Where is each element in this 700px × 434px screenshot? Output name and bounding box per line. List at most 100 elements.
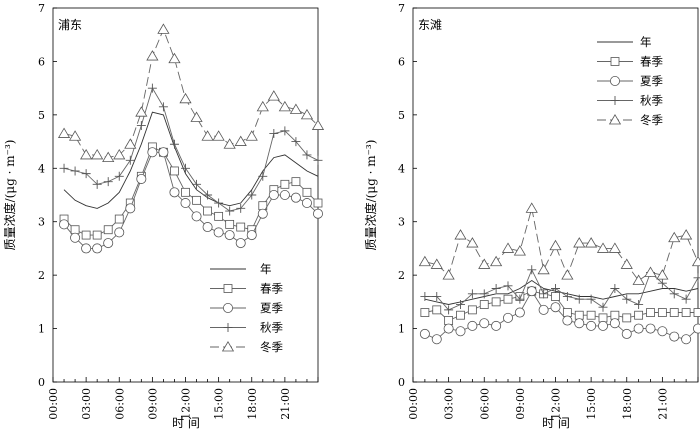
chart-title: 东滩 xyxy=(418,18,442,32)
legend-label: 春季 xyxy=(260,282,283,296)
data-point xyxy=(103,177,113,187)
data-point xyxy=(169,187,180,198)
data-point xyxy=(192,179,202,189)
series-square xyxy=(420,286,700,325)
data-point xyxy=(203,206,212,216)
data-point xyxy=(136,121,146,131)
data-point xyxy=(267,90,280,101)
data-point xyxy=(561,269,574,280)
data-point xyxy=(539,289,549,299)
data-point xyxy=(515,294,525,304)
x-tick-label: 06:00 xyxy=(113,388,126,420)
data-point xyxy=(57,127,71,138)
data-point xyxy=(313,198,323,208)
x-tick-label: 18:00 xyxy=(621,388,634,420)
data-point xyxy=(598,320,609,331)
x-tick-label: 03:00 xyxy=(80,388,93,420)
data-point xyxy=(657,278,667,288)
data-point xyxy=(620,258,633,269)
data-point xyxy=(280,179,290,189)
data-point xyxy=(632,274,645,285)
legend-label: 秋季 xyxy=(640,94,663,108)
x-tick-label: 21:00 xyxy=(279,388,292,420)
y-tick-label: 0 xyxy=(38,376,45,389)
legend-label: 冬季 xyxy=(640,113,663,127)
data-point xyxy=(455,326,466,337)
series-line xyxy=(63,151,319,249)
series-circle xyxy=(419,286,700,345)
data-point xyxy=(125,155,135,165)
data-point xyxy=(622,313,632,323)
data-point xyxy=(291,137,301,147)
data-point xyxy=(501,242,515,253)
data-point xyxy=(693,323,700,334)
data-point xyxy=(645,323,656,334)
y-tick-label: 6 xyxy=(38,55,45,68)
data-point xyxy=(91,148,104,160)
data-point xyxy=(598,313,608,323)
data-point xyxy=(291,177,301,187)
data-point xyxy=(573,237,586,248)
data-point xyxy=(147,83,157,93)
data-point xyxy=(190,111,203,122)
data-point xyxy=(302,187,312,197)
data-point xyxy=(491,284,501,293)
data-point xyxy=(586,310,596,320)
data-point xyxy=(668,231,681,243)
data-point xyxy=(201,130,214,141)
data-point xyxy=(680,229,693,240)
data-point xyxy=(80,148,93,160)
data-point xyxy=(442,269,455,280)
data-point xyxy=(537,263,550,275)
data-point xyxy=(301,198,312,209)
data-point xyxy=(681,334,692,345)
data-point xyxy=(657,308,667,317)
data-point xyxy=(551,292,560,301)
x-tick-label: 18:00 xyxy=(246,388,259,420)
series-line xyxy=(63,86,319,212)
data-point xyxy=(245,130,258,141)
y-tick-label: 7 xyxy=(38,2,45,15)
data-point xyxy=(92,179,102,189)
data-point xyxy=(158,147,169,158)
data-point xyxy=(609,318,620,329)
data-point xyxy=(225,206,235,216)
data-point xyxy=(157,23,170,34)
series-line xyxy=(63,28,319,159)
data-point xyxy=(644,266,657,277)
data-point xyxy=(467,320,478,331)
data-point xyxy=(103,238,114,249)
legend-label: 夏季 xyxy=(260,301,283,315)
data-point xyxy=(146,50,159,61)
data-point xyxy=(456,310,465,320)
y-tick-label: 6 xyxy=(398,55,405,68)
data-point xyxy=(610,310,620,320)
legend-item: 夏季 xyxy=(597,74,663,88)
data-point xyxy=(59,219,70,230)
chart-dongtan: 0 1 2 3 4 5 6 7 00:00 03:00 06:00 09:00 12:00 15:00 18… xyxy=(363,2,700,430)
data-point xyxy=(551,284,560,293)
data-point xyxy=(279,189,290,200)
x-tick-label: 15:00 xyxy=(585,388,598,420)
data-point xyxy=(610,284,620,293)
data-point xyxy=(59,163,69,173)
data-point xyxy=(68,130,82,141)
data-point xyxy=(300,108,314,120)
data-point xyxy=(656,269,669,280)
data-point xyxy=(158,102,168,112)
data-point xyxy=(478,258,491,269)
legend-marker xyxy=(221,341,235,352)
data-point xyxy=(693,308,700,317)
x-tick-label: 09:00 xyxy=(514,388,527,420)
x-tick-label: 03:00 xyxy=(443,388,456,420)
data-point xyxy=(432,305,442,315)
data-point xyxy=(681,294,691,304)
data-point xyxy=(574,318,585,329)
data-point xyxy=(247,190,257,200)
data-point xyxy=(223,138,236,149)
y-tick-label: 2 xyxy=(398,269,405,282)
series-plus xyxy=(59,83,323,216)
data-point xyxy=(236,203,246,213)
data-point xyxy=(621,328,632,339)
data-point xyxy=(586,320,597,331)
